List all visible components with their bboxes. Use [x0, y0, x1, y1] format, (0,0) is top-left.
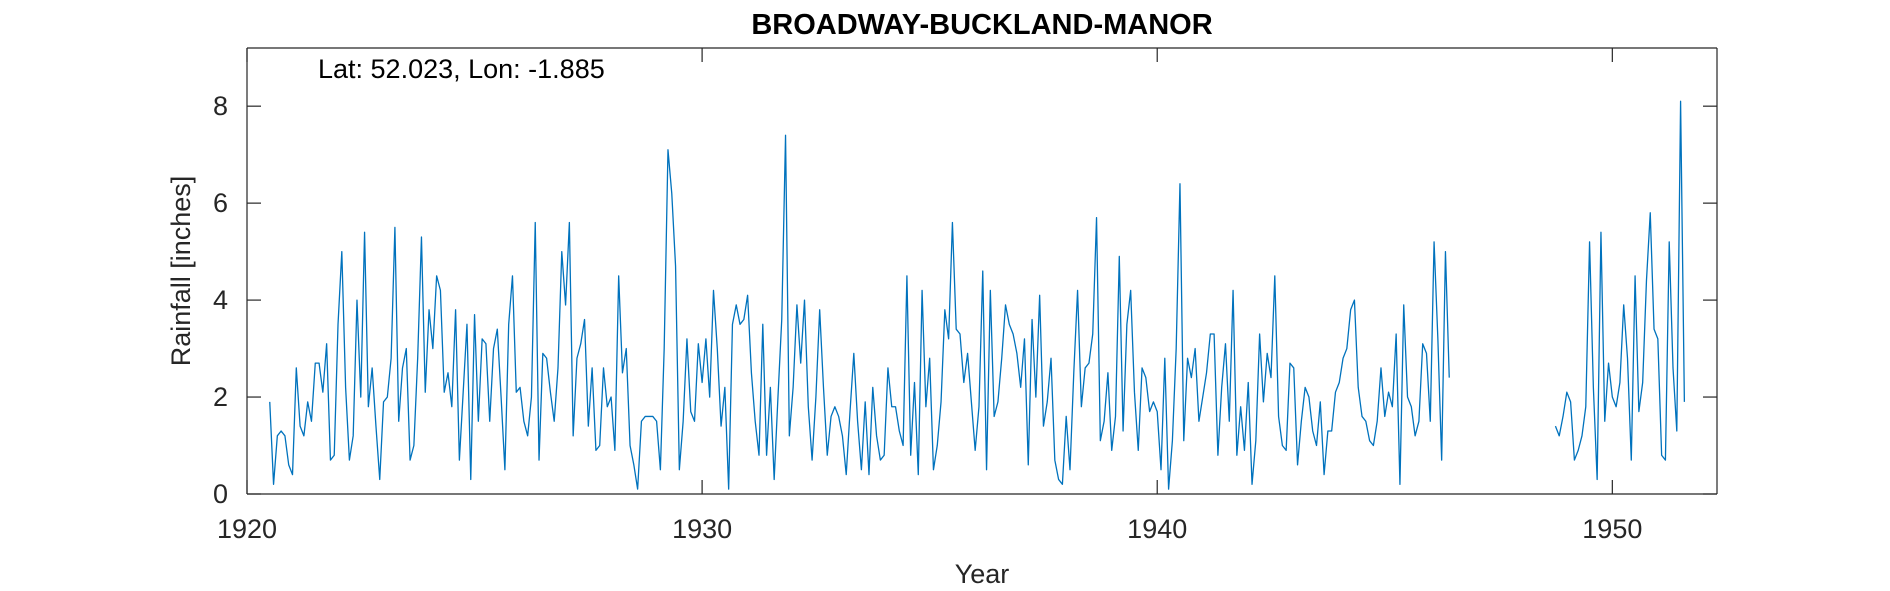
y-tick-label: 8: [213, 91, 228, 121]
y-tick-label: 6: [213, 188, 228, 218]
axes-frame: [246, 47, 1718, 495]
y-axis-label: Rainfall [inches]: [166, 176, 196, 367]
rainfall-series-line: [269, 134, 1450, 490]
tick-marks: [246, 48, 1717, 495]
y-tick-label: 2: [213, 382, 228, 412]
x-tick-label: 1940: [1127, 514, 1187, 544]
x-tick-label: 1930: [672, 514, 732, 544]
series-layer: [269, 100, 1686, 490]
tick-labels: 1920 1930 1940 1950 0 2 4 6 8: [213, 91, 1642, 544]
location-annotation: Lat: 52.023, Lon: -1.885: [318, 54, 605, 84]
y-tick-label: 0: [213, 479, 228, 509]
x-tick-label: 1950: [1582, 514, 1642, 544]
y-tick-label: 4: [213, 285, 228, 315]
rainfall-series-line: [1554, 100, 1686, 481]
x-axis-label: Year: [955, 559, 1010, 589]
x-tick-label: 1920: [217, 514, 277, 544]
chart-title: BROADWAY-BUCKLAND-MANOR: [751, 9, 1212, 41]
